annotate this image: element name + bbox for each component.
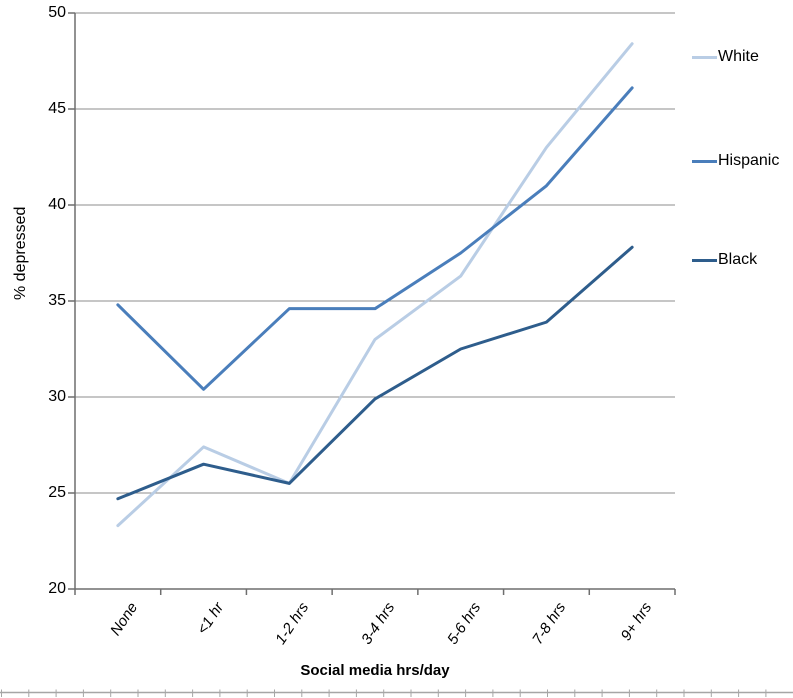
- y-axis-title: % depressed: [12, 206, 29, 300]
- legend-label-white: White: [718, 48, 759, 65]
- series-line-black: [116, 245, 634, 501]
- series-line-white: [116, 42, 634, 528]
- legend-label-hispanic: Hispanic: [718, 152, 780, 169]
- legend-swatch-hispanic: [692, 159, 717, 163]
- y-axis-label-25: 25: [48, 484, 66, 501]
- x-axis-title: Social media hrs/day: [300, 662, 450, 679]
- y-axis-label-50: 50: [48, 4, 66, 21]
- legend-swatch-black: [692, 258, 717, 262]
- series-line-hispanic: [116, 86, 634, 391]
- y-axis-label-30: 30: [48, 388, 66, 405]
- legend-swatch-white: [692, 55, 717, 59]
- y-axis-label-45: 45: [48, 100, 66, 117]
- legend-item-black: Black: [692, 250, 757, 270]
- legend-label-black: Black: [718, 251, 758, 268]
- legend-item-white: White: [692, 47, 759, 67]
- legend-item-hispanic: Hispanic: [692, 151, 779, 171]
- y-axis-label-40: 40: [48, 196, 66, 213]
- y-axis-label-35: 35: [48, 292, 66, 309]
- y-axis-label-20: 20: [48, 580, 66, 597]
